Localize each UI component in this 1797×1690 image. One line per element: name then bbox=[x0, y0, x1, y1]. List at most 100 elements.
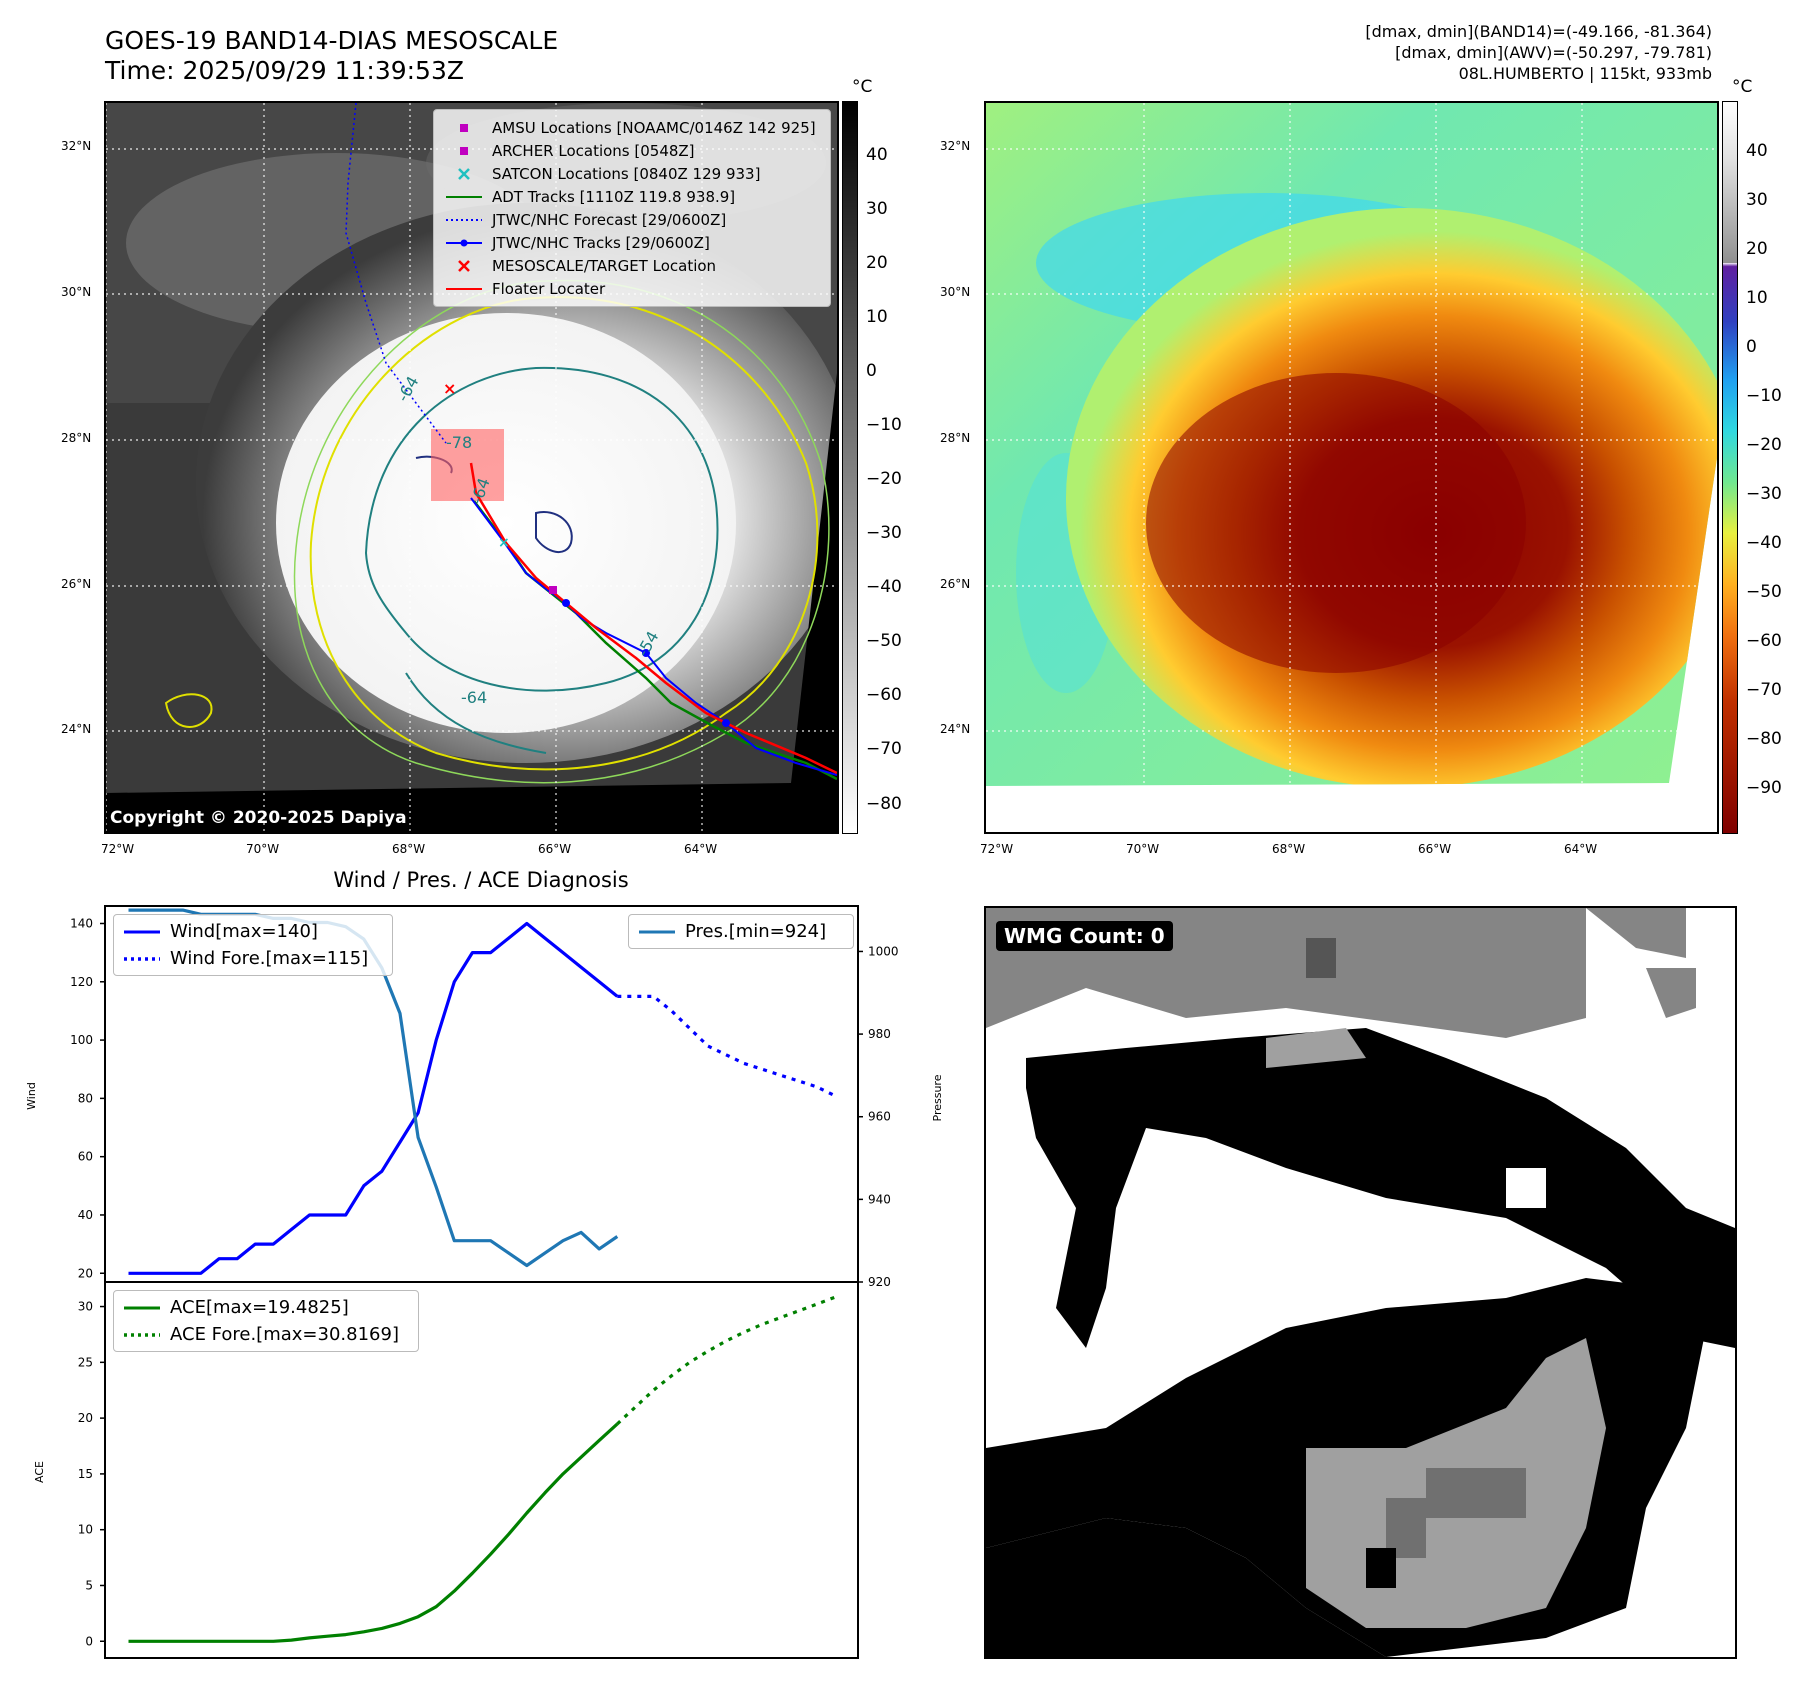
floater-track bbox=[469, 462, 837, 775]
wind-ytick-label: 40 bbox=[78, 1208, 93, 1222]
lon-label: 66°W bbox=[1418, 842, 1452, 856]
chart-title: Wind / Pres. / ACE Diagnosis bbox=[333, 868, 628, 892]
legend-item-ace: ACE[max=19.4825] bbox=[124, 1297, 349, 1318]
colorbar-tick: −30 bbox=[1746, 484, 1782, 504]
floater-box bbox=[431, 429, 504, 501]
pressure-ytick-label: 980 bbox=[868, 1027, 891, 1041]
svg-text:×: × bbox=[498, 535, 510, 551]
colorbar-tick: −30 bbox=[866, 523, 902, 543]
legend-item-ace-forecast: ACE Fore.[max=30.8169] bbox=[124, 1324, 399, 1345]
pressure-ytick-label: 920 bbox=[868, 1275, 891, 1289]
lat-label: 24°N bbox=[61, 722, 92, 736]
copyright-text: Copyright © 2020-2025 Dapiya bbox=[110, 808, 407, 828]
lon-label: 70°W bbox=[246, 842, 280, 856]
lon-label: 70°W bbox=[1126, 842, 1160, 856]
legend-item-adt: ADT Tracks [1110Z 119.8 938.9] bbox=[446, 187, 736, 206]
ir-colorbar bbox=[842, 101, 858, 834]
colorbar-tick: −80 bbox=[866, 794, 902, 814]
ace-ytick-label: 0 bbox=[85, 1634, 93, 1648]
lat-label: 26°N bbox=[61, 577, 92, 591]
lat-label: 28°N bbox=[61, 431, 92, 445]
legend-item-pressure: Pres.[min=924] bbox=[639, 921, 827, 942]
colorbar-tick: −70 bbox=[1746, 680, 1782, 700]
ace-ytick-label: 25 bbox=[78, 1355, 93, 1369]
colorbar-unit: °C bbox=[852, 77, 873, 97]
colorbar-tick: 30 bbox=[1746, 190, 1768, 210]
legend-item-target: MESOSCALE/TARGET Location bbox=[444, 254, 820, 277]
pressure-ytick-label: 1000 bbox=[868, 944, 899, 958]
figure-title: GOES-19 BAND14-DIAS MESOSCALE bbox=[105, 26, 559, 55]
legend-item-satcon: SATCON Locations [0840Z 129 933] bbox=[444, 162, 820, 185]
wind-ytick-label: 120 bbox=[70, 975, 93, 989]
colorbar-tick: 30 bbox=[866, 199, 888, 219]
wind-ytick-label: 100 bbox=[70, 1033, 93, 1047]
color-ir-colorbar bbox=[1722, 101, 1738, 834]
lon-label: 68°W bbox=[392, 842, 426, 856]
colorbar-tick: 10 bbox=[1746, 288, 1768, 308]
colorbar-tick: −10 bbox=[866, 415, 902, 435]
storm-info: 08L.HUMBERTO | 115kt, 933mb bbox=[1458, 64, 1712, 83]
legend-item-archer: ARCHER Locations [0548Z] bbox=[444, 139, 820, 162]
contour-label: -64 bbox=[461, 688, 487, 707]
band14-range: [dmax, dmin](BAND14)=(-49.166, -81.364) bbox=[1365, 22, 1712, 41]
ace-ytick-label: 20 bbox=[78, 1411, 93, 1425]
wind-ytick-label: 80 bbox=[78, 1091, 93, 1105]
ace-legend: ACE[max=19.4825] ACE Fore.[max=30.8169] bbox=[113, 1290, 419, 1352]
colorbar-tick: −60 bbox=[866, 685, 902, 705]
figure-time: Time: 2025/09/29 11:39:53Z bbox=[105, 56, 464, 85]
map-legend: AMSU Locations [NOAAMC/0146Z 142 925] AR… bbox=[433, 109, 831, 307]
colorbar-tick: −40 bbox=[1746, 533, 1782, 553]
colorbar-tick: −50 bbox=[1746, 582, 1782, 602]
colorbar-tick: −20 bbox=[1746, 435, 1782, 455]
lon-label: 72°W bbox=[101, 842, 135, 856]
colorbar-tick: −70 bbox=[866, 739, 902, 759]
colorbar-tick: −40 bbox=[866, 577, 902, 597]
nhc-track bbox=[470, 497, 837, 776]
wmg-count-badge: WMG Count: 0 bbox=[996, 921, 1173, 951]
legend-item-wind: Wind[max=140] bbox=[124, 921, 318, 942]
colorbar-tick: −80 bbox=[1746, 729, 1782, 749]
color-ir-map-image bbox=[986, 103, 1717, 832]
colorbar-tick: 20 bbox=[1746, 239, 1768, 259]
colorbar-tick: 0 bbox=[866, 361, 877, 381]
lat-label: 24°N bbox=[940, 722, 971, 736]
lat-label: 32°N bbox=[61, 139, 92, 153]
colorbar-tick: 40 bbox=[1746, 141, 1768, 161]
contour-label: -78 bbox=[446, 433, 472, 452]
pressure-ytick-label: 960 bbox=[868, 1110, 891, 1124]
colorbar-tick: 10 bbox=[866, 307, 888, 327]
lat-label: 30°N bbox=[940, 285, 971, 299]
lon-label: 72°W bbox=[980, 842, 1014, 856]
colorbar-tick: 0 bbox=[1746, 337, 1757, 357]
colorbar-tick: −20 bbox=[866, 469, 902, 489]
lon-label: 68°W bbox=[1272, 842, 1306, 856]
awv-range: [dmax, dmin](AWV)=(-50.297, -79.781) bbox=[1395, 43, 1712, 62]
colorbar-tick: −10 bbox=[1746, 386, 1782, 406]
ace-ytick-label: 15 bbox=[78, 1467, 93, 1481]
ace-axis-label: ACE bbox=[33, 1461, 46, 1483]
colorbar-tick: −50 bbox=[866, 631, 902, 651]
lat-label: 28°N bbox=[940, 431, 971, 445]
series-line bbox=[128, 921, 619, 1275]
wind-legend: Wind[max=140] Wind Fore.[max=115] bbox=[113, 914, 393, 976]
color-ir-map-panel bbox=[984, 101, 1719, 834]
lat-label: 30°N bbox=[61, 285, 92, 299]
pressure-legend: Pres.[min=924] bbox=[628, 914, 854, 949]
colorbar-tick: −90 bbox=[1746, 778, 1782, 798]
series-line bbox=[128, 1422, 619, 1643]
lat-label: 26°N bbox=[940, 577, 971, 591]
colorbar-tick: −60 bbox=[1746, 631, 1782, 651]
pressure-ytick-label: 940 bbox=[868, 1192, 891, 1206]
forecast-track bbox=[345, 103, 447, 444]
wmg-image bbox=[986, 908, 1735, 1657]
wind-ytick-label: 20 bbox=[78, 1266, 93, 1280]
ace-ytick-label: 5 bbox=[85, 1578, 93, 1592]
colorbar-unit: °C bbox=[1732, 77, 1753, 97]
series-line bbox=[617, 994, 836, 1097]
legend-item-forecast: JTWC/NHC Forecast [29/0600Z] bbox=[446, 210, 727, 229]
lon-label: 64°W bbox=[1564, 842, 1598, 856]
legend-item-wind-forecast: Wind Fore.[max=115] bbox=[124, 948, 369, 969]
target-location-marker: × bbox=[443, 379, 456, 398]
lon-label: 66°W bbox=[538, 842, 572, 856]
